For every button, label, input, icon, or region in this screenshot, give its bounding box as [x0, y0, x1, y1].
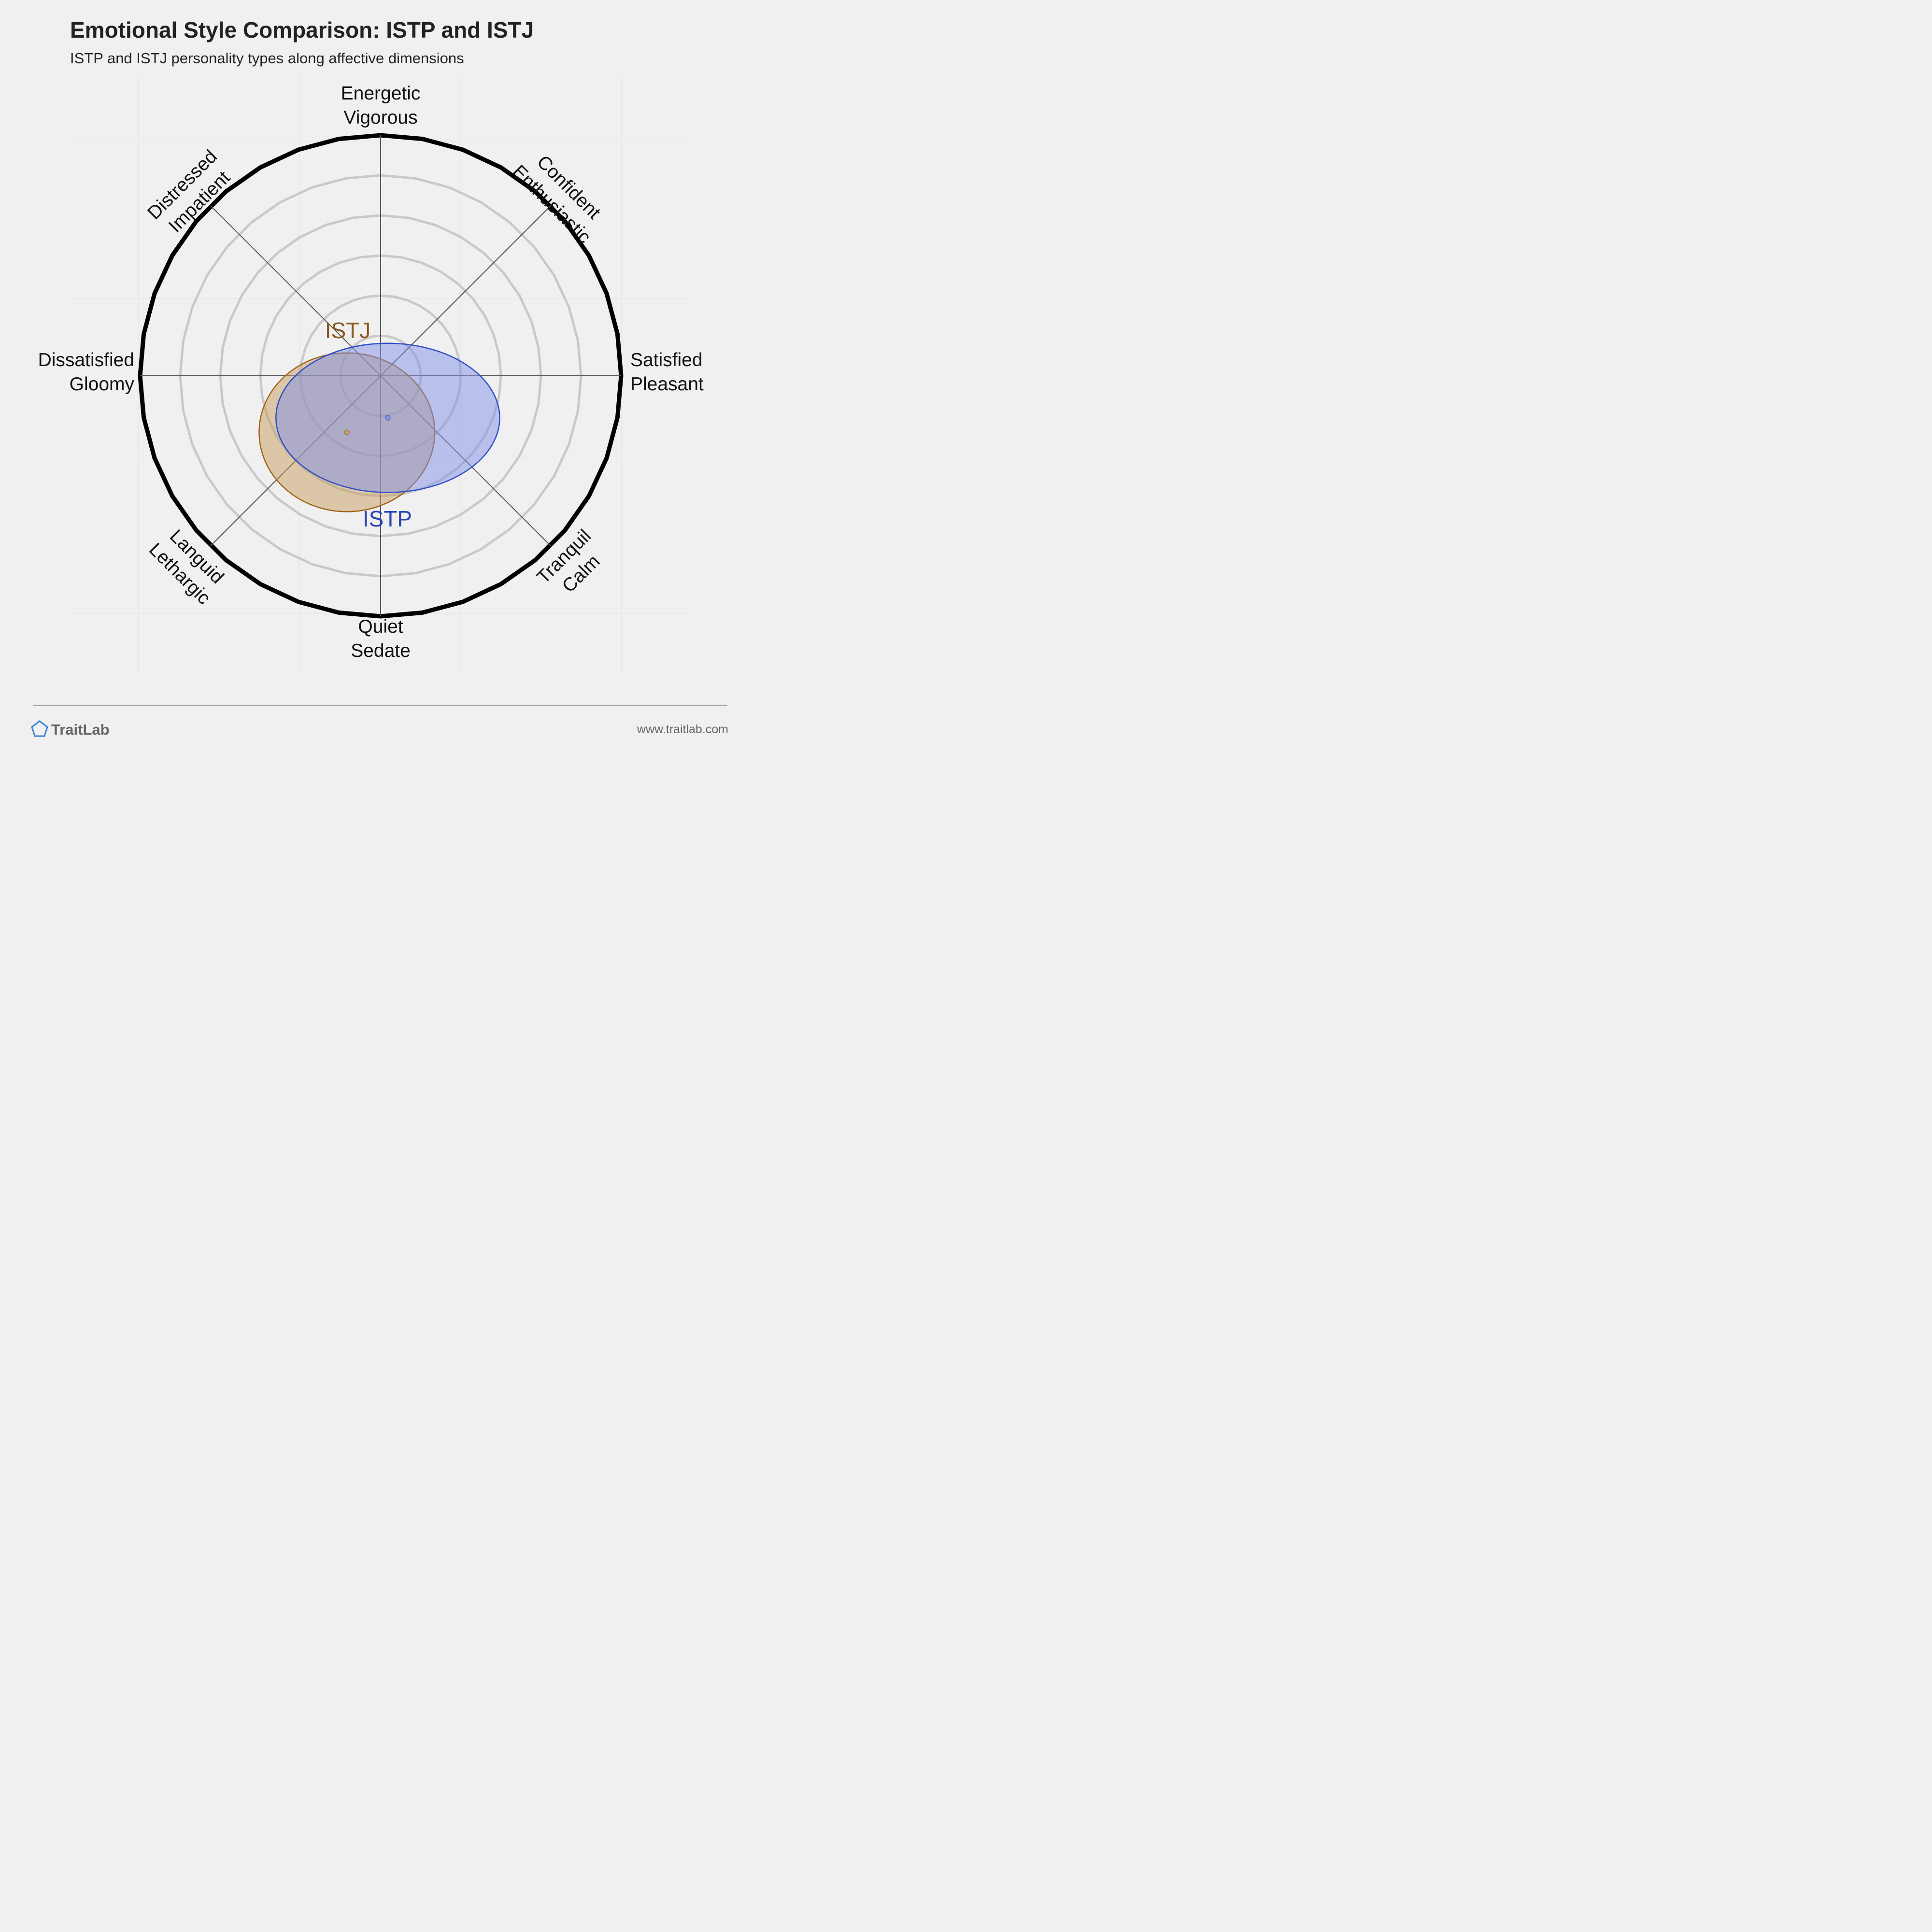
axis-label-satisfied: Satisfied Pleasant: [630, 350, 704, 395]
footer-brand[interactable]: TraitLab: [51, 721, 110, 738]
axis-label-line: Satisfied: [630, 350, 703, 370]
axis-label-line: Pleasant: [630, 374, 704, 395]
axis-label-dissatisfied: Dissatisfied Gloomy: [38, 350, 135, 395]
series-istp-center-point: [385, 415, 391, 421]
axis-label-line: Vigorous: [343, 107, 417, 128]
series-istj-center-point: [344, 429, 350, 435]
axis-label-line: Quiet: [358, 616, 403, 637]
axis-label-line: Sedate: [351, 640, 411, 661]
series-istp-label: ISTP: [363, 506, 412, 531]
axis-label-line: Dissatisfied: [38, 350, 134, 370]
axis-label-line: Energetic: [341, 83, 421, 104]
traitlab-logo-icon: [31, 720, 48, 737]
footer-url[interactable]: www.traitlab.com: [637, 723, 728, 736]
chart-title: Emotional Style Comparison: ISTP and IST…: [70, 17, 534, 43]
chart-subtitle: ISTP and ISTJ personality types along af…: [70, 50, 464, 67]
type-labels: ISTJ ISTP: [325, 318, 412, 531]
emotional-style-chart: Emotional Style Comparison: ISTP and IST…: [0, 0, 757, 757]
axis-label-energetic: Energetic Vigorous: [341, 83, 421, 128]
series-istj-label: ISTJ: [325, 318, 371, 343]
axis-label-line: Gloomy: [70, 374, 135, 395]
axis-label-quiet: Quiet Sedate: [351, 616, 411, 661]
series-layer: [258, 342, 500, 512]
